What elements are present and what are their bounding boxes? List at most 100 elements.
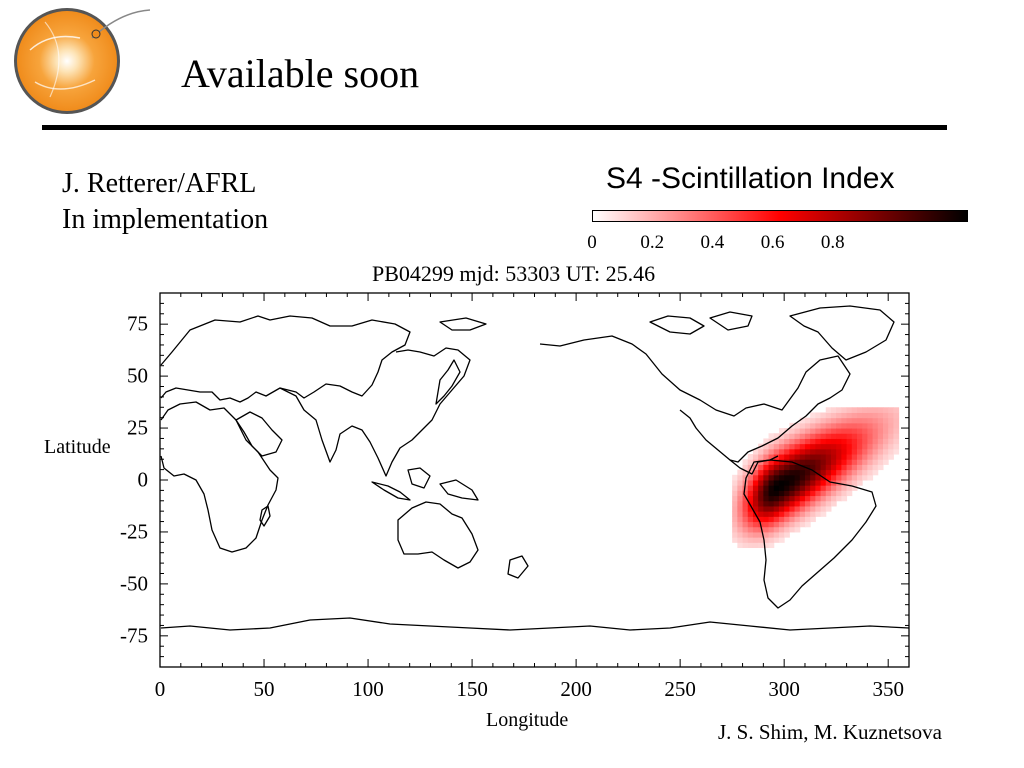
scintillation-cell [763, 490, 770, 497]
scintillation-cell [737, 531, 744, 538]
scintillation-cell [732, 480, 738, 486]
scintillation-cell [747, 505, 754, 512]
scintillation-cell [810, 485, 816, 491]
scintillation-cell [815, 454, 822, 460]
scintillation-cell [872, 412, 879, 419]
scintillation-cell [778, 459, 785, 465]
scintillation-cell [862, 443, 868, 450]
scintillation-cell [856, 448, 863, 455]
scintillation-cell [763, 443, 770, 450]
scintillation-cell [763, 480, 770, 486]
scintillation-cell [784, 526, 790, 533]
scintillation-cell [804, 459, 811, 465]
scintillation-cell [737, 516, 744, 523]
scintillation-cell [862, 454, 868, 460]
scintillation-cell [815, 417, 822, 424]
scintillation-cell [742, 526, 749, 533]
scintillation-cell [893, 448, 900, 455]
scintillation-cell [789, 438, 796, 445]
scintillation-cell [836, 428, 842, 434]
scintillation-cell [836, 412, 842, 419]
scintillation-cell [820, 505, 827, 512]
scintillation-cell [752, 531, 759, 538]
scintillation-cell [804, 480, 811, 486]
scintillation-cell [893, 417, 900, 424]
scintillation-cell [882, 422, 889, 429]
scintillation-cell [758, 448, 764, 455]
coastline-japan [435, 359, 461, 405]
scintillation-cell [820, 500, 827, 507]
scintillation-cell [773, 438, 780, 445]
scintillation-cell [810, 474, 816, 481]
scintillation-cell [810, 459, 816, 465]
scintillation-cell [799, 448, 806, 455]
scintillation-cell [810, 454, 816, 460]
scintillation-cell [851, 438, 858, 445]
scintillation-cell [862, 459, 868, 465]
scintillation-cell [773, 448, 780, 455]
scintillation-cell [778, 428, 785, 434]
scintillation-cell [773, 537, 780, 543]
scintillation-cell [768, 454, 775, 460]
scintillation-cell [778, 433, 785, 439]
scintillation-cell [732, 500, 738, 507]
scintillation-cell [742, 516, 749, 523]
scintillation-cell [789, 505, 796, 512]
scintillation-cell [877, 428, 884, 434]
scintillation-cell [763, 495, 770, 502]
scintillation-cell [888, 443, 894, 450]
colorbar [592, 210, 968, 222]
scintillation-cell [893, 412, 900, 419]
scintillation-cell [846, 438, 853, 445]
scintillation-cell [789, 500, 796, 507]
scintillation-cell [882, 412, 889, 419]
scintillation-cell [867, 438, 874, 445]
scintillation-cell [794, 433, 801, 439]
scintillation-cell [877, 407, 884, 413]
scintillation-cell [804, 469, 811, 476]
scintillation-cell [862, 428, 868, 434]
scintillation-cell [877, 464, 884, 471]
scintillation-cell [867, 412, 874, 419]
scintillation-cell [778, 480, 785, 486]
scintillation-cell [737, 521, 744, 528]
scintillation-cell [768, 490, 775, 497]
scintillation-cell [732, 526, 738, 533]
scintillation-cell [888, 438, 894, 445]
scintillation-cell [830, 412, 837, 419]
scintillation-cell [784, 464, 790, 471]
coastlines [160, 305, 910, 631]
scintillation-cell [825, 454, 832, 460]
scintillation-cell [784, 516, 790, 523]
scintillation-cell [851, 459, 858, 465]
scintillation-cell [742, 490, 749, 497]
scintillation-cell [810, 511, 816, 517]
scintillation-cell [742, 500, 749, 507]
scintillation-cell [810, 464, 816, 471]
scintillation-cell [784, 521, 790, 528]
scintillation-cell [888, 422, 894, 429]
scintillation-cell [732, 531, 738, 538]
scintillation-cell [752, 516, 759, 523]
coastline-arctic-1 [649, 315, 705, 335]
scintillation-cell [872, 454, 879, 460]
scintillation-cell [789, 469, 796, 476]
scintillation-cell [830, 459, 837, 465]
scintillation-cell [737, 526, 744, 533]
scintillation-cell [836, 422, 842, 429]
scintillation-cell [804, 448, 811, 455]
scintillation-cell [810, 500, 816, 507]
scintillation-cell [841, 428, 848, 434]
scintillation-cell [778, 526, 785, 533]
scintillation-cell [815, 469, 822, 476]
scintillation-cell [851, 433, 858, 439]
scintillation-cell [778, 500, 785, 507]
scintillation-cell [742, 485, 749, 491]
x-axis-label: Longitude [486, 709, 569, 731]
scintillation-cell [773, 474, 780, 481]
scintillation-cell [778, 490, 785, 497]
scintillation-cell [820, 464, 827, 471]
scintillation-cell [758, 495, 764, 502]
scintillation-cell [872, 438, 879, 445]
scintillation-cell [820, 511, 827, 517]
